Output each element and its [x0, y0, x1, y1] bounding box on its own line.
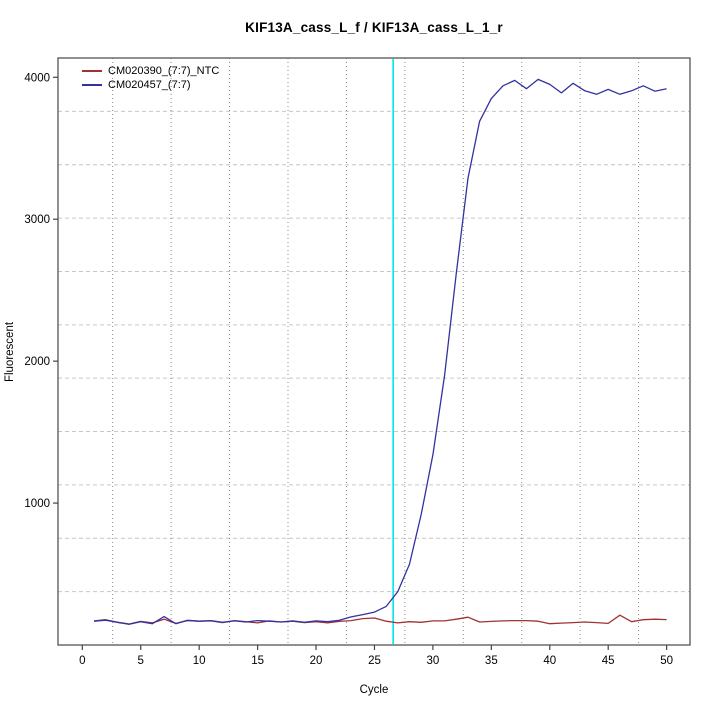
y-tick-label: 3000 — [24, 214, 50, 226]
chart-title: KIF13A_cass_L_f / KIF13A_cass_L_1_r — [245, 20, 503, 35]
x-tick-label: 5 — [138, 655, 144, 667]
sample-line-swatch — [82, 84, 102, 86]
legend-item-ntc: CM020390_(7:7)_NTC — [82, 64, 219, 78]
y-axis-label: Fluorescent — [4, 321, 16, 383]
plot-border — [57, 57, 691, 646]
ntc-line-swatch — [82, 70, 102, 72]
x-axis-label: Cycle — [359, 684, 389, 696]
legend-label-sample: CM020457_(7:7) — [108, 79, 191, 91]
y-tick-label: 1000 — [24, 498, 50, 510]
x-tick-label: 30 — [427, 655, 440, 667]
x-tick-label: 0 — [79, 655, 85, 667]
legend-label-ntc: CM020390_(7:7)_NTC — [108, 65, 220, 77]
sample-series-line — [93, 78, 667, 625]
x-tick-label: 25 — [368, 655, 381, 667]
x-tick-label: 10 — [193, 655, 206, 667]
x-tick-label: 35 — [485, 655, 498, 667]
legend: CM020390_(7:7)_NTC CM020457_(7:7) — [82, 64, 219, 92]
x-tick-label: 15 — [251, 655, 264, 667]
y-tick-label: 4000 — [24, 72, 50, 84]
y-tick-label: 2000 — [24, 356, 50, 368]
x-tick-label: 40 — [543, 655, 556, 667]
x-tick-label: 50 — [660, 655, 673, 667]
x-tick-label: 45 — [602, 655, 615, 667]
x-tick-label: 20 — [310, 655, 323, 667]
legend-item-sample: CM020457_(7:7) — [82, 78, 219, 92]
